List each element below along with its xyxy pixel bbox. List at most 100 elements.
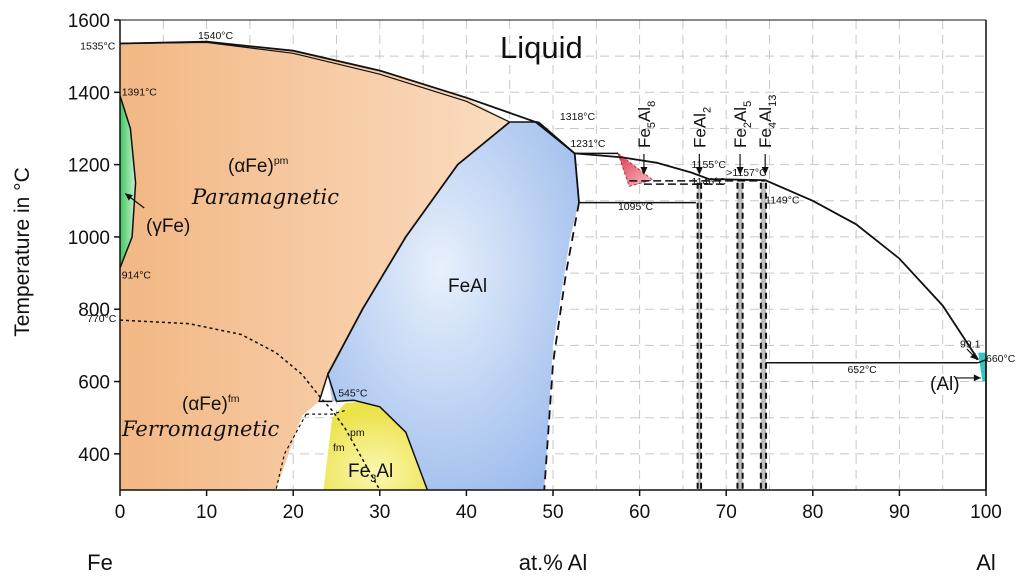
x-tick-label: 70 [716,502,737,523]
compound-label-text: FeAl2 [690,107,713,148]
temperature-label: 1391°C [122,87,158,99]
compound-label: FeAl2 [690,107,713,148]
region-fe5al8 [616,152,654,187]
y-tick-label: 600 [78,373,110,394]
temperature-label: 652°C [847,364,877,376]
compound-label-sub: 2 [701,107,713,113]
phase-alpha-fe-fm-label: (αFe)fm [182,393,240,415]
x-axis-right-element: Al [976,550,996,575]
phase-fe3al-pm-label: pm [350,427,365,439]
x-tick-label: 100 [970,502,1002,523]
y-tick-label: 1600 [68,11,110,32]
temperature-label: >1157°C [726,167,767,179]
temperature-label: 1318°C [560,111,596,123]
compound-label-part: Fe [731,128,750,148]
phase-al-label: (Al) [930,374,960,395]
temperature-label: 545°C [338,387,368,399]
compound-label-part: Al [756,107,775,122]
phase-feal-label: FeAl [448,276,487,297]
region-compound-band [737,182,743,490]
temperature-label: 1149°C [765,195,800,207]
feal-solvus-dashed [543,202,580,491]
compound-label-text: Fe5Al8 [635,101,658,148]
temperature-label: 914°C [122,270,152,282]
y-tick-label: 1400 [68,83,110,104]
x-tick-label: 50 [542,502,563,523]
y-tick-label: 1200 [68,156,110,177]
compound-label-sub: 13 [767,95,779,107]
y-tick-label: 400 [78,445,110,466]
phase-fe3al-fm-label: fm [333,442,345,454]
compound-label-part: Fe [756,128,775,148]
compound-arrow-head [640,167,648,175]
phase-labels: Liquid (αFe)pm Paramagnetic (γFe) (αFe)f… [121,30,960,485]
compound-label-part: Al [731,107,750,122]
y-tick-label: 800 [78,300,110,321]
x-tick-label: 40 [456,502,477,523]
compound-label: Fe4Al13 [756,95,779,148]
alpha-feal-boundary [327,121,511,375]
compound-label-part: Al [635,107,654,122]
temperature-label: 1540°C [198,30,234,42]
phase-gamma-fe-label: (γFe) [146,216,190,237]
compound-label: Fe5Al8 [635,101,658,148]
compound-label-sub: 5 [742,101,754,107]
x-tick-label: 90 [889,502,910,523]
region-feal [327,122,579,490]
al-region-arrow-head [973,374,981,382]
x-tick-label: 30 [369,502,390,523]
compound-label-part: FeAl [690,113,709,148]
compound-label-sub: 2 [742,122,754,128]
temperature-label: 1535°C [80,41,116,53]
region-gamma-fe [120,95,136,268]
eutectoid-lines [318,371,338,403]
temperature-label: 660°C [986,353,1016,365]
x-tick-label: 60 [629,502,650,523]
x-tick-label: 0 [115,502,126,523]
compound-arrow-head [736,167,744,175]
region-compound-band [760,182,766,490]
y-axis-label: Temperature in °C [11,167,34,336]
compound-arrow-head [695,167,703,175]
region-fe3al [323,401,428,490]
phase-ferromagnetic-label: Ferromagnetic [121,417,280,441]
axes [114,19,987,496]
y-tick-label: 1000 [68,228,110,249]
x-axis-label: at.% Al [519,550,587,575]
temperature-label: 1095°C [618,201,654,213]
region-al [978,352,986,382]
temperature-label: 99.1 [960,339,981,351]
compound-label-text: Fe4Al13 [756,95,779,148]
x-tick-label: 10 [196,502,217,523]
compound-label-text: Fe2Al5 [731,101,754,148]
phase-alpha-fe-pm-label: (αFe)pm [228,155,289,177]
phase-paramagnetic-label: Paramagnetic [191,185,339,209]
x-tick-label: 20 [283,502,304,523]
compound-label-sub: 5 [646,122,658,128]
compound-label-part: Fe [635,128,654,148]
tick-labels: 0 10 20 30 40 50 60 70 80 90 100 400 600 800 1000 1200 1… [68,11,1002,523]
compound-arrow-head [761,167,769,175]
gamma-loop-line [119,95,137,269]
temperature-label: 770°C [87,313,117,325]
solidus-line [119,41,510,123]
x-axis-left-element: Fe [87,550,113,575]
al-solubility-arrow-head [970,352,978,360]
compound-label: Fe2Al5 [731,101,754,148]
fe3al-boundary [336,399,429,491]
compound-label-sub: 4 [767,122,779,128]
temperature-label: 1146°C [692,176,727,188]
phase-boundaries [119,40,987,491]
phase-liquid-label: Liquid [500,30,583,65]
temperature-annotations: 1540°C 1535°C 1391°C 914°C 770°C 1318°C 1231°C… [80,30,1016,399]
temperature-label: 1231°C [570,138,606,150]
compound-label-sub: 8 [646,101,658,107]
x-tick-label: 80 [802,502,823,523]
phase-regions [120,41,986,490]
liquidus-line [119,40,979,361]
gamma-fe-arrow-head [125,193,133,201]
phase-fe3al-label: Fe3Al [348,461,393,485]
fe3al-magnetic-line [306,409,346,415]
